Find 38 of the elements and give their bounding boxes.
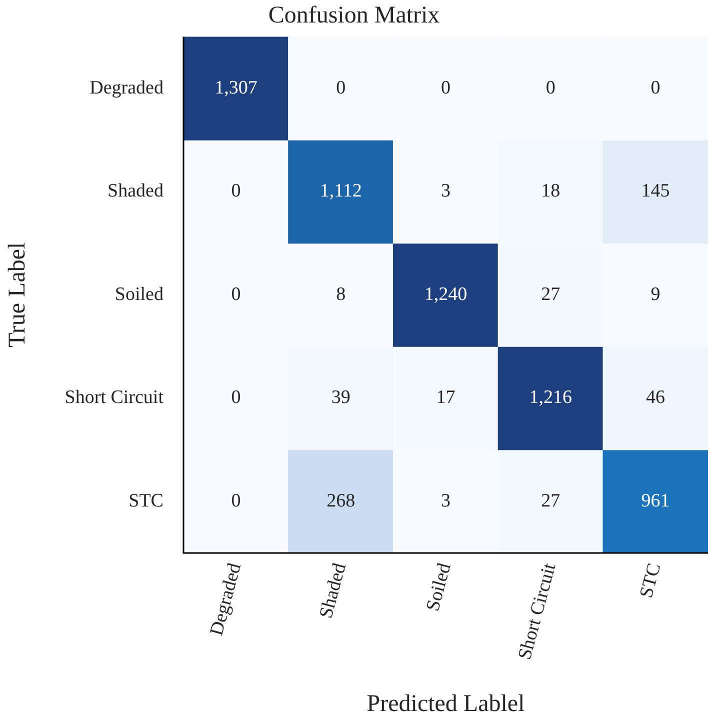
x-tick-label: STC: [636, 561, 666, 600]
chart-title: Confusion Matrix: [268, 2, 440, 29]
data-label: 0: [440, 77, 450, 98]
y-axis-title: True Label: [4, 242, 31, 348]
data-label: 27: [541, 490, 560, 512]
data-label: 1,112: [320, 180, 362, 202]
data-label: 0: [336, 77, 346, 98]
data-label: 0: [231, 180, 241, 202]
y-tick-label: Short Circuit: [64, 387, 164, 408]
data-label: 0: [231, 490, 241, 512]
data-label: 3: [440, 180, 450, 202]
y-tick-label: Shaded: [108, 180, 164, 202]
data-label: 0: [231, 284, 241, 305]
x-tick-label: Short Circuit: [514, 560, 560, 662]
data-label: 27: [541, 284, 560, 305]
data-label: 8: [336, 284, 346, 305]
data-label: 0: [650, 77, 660, 98]
data-label: 39: [331, 387, 350, 408]
data-label: 1,307: [214, 77, 258, 98]
y-tick-label: Soiled: [114, 284, 164, 305]
data-label: 268: [326, 490, 356, 512]
data-label: 1,216: [529, 387, 572, 408]
data-label: 17: [436, 387, 456, 408]
x-tick-label: Soiled: [422, 560, 456, 614]
data-label: 1,240: [424, 284, 468, 305]
x-tick-label: Degraded: [206, 560, 246, 638]
data-label: 3: [440, 490, 450, 512]
y-tick-label: Degraded: [90, 77, 164, 98]
data-label: 0: [546, 77, 556, 98]
x-axis-title: Predicted Lablel: [366, 690, 526, 717]
data-label: 18: [541, 180, 560, 202]
data-label: 145: [641, 180, 670, 202]
data-label: 9: [650, 284, 660, 305]
y-tick-label: STC: [128, 490, 164, 512]
data-label: 961: [641, 490, 670, 512]
data-label: 0: [231, 387, 241, 408]
data-label: 46: [646, 387, 666, 408]
x-tick-label: Shaded: [316, 560, 351, 621]
